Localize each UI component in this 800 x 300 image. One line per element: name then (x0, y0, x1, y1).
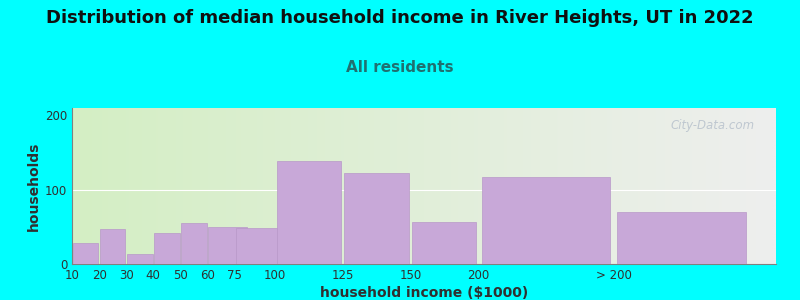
Y-axis label: households: households (26, 141, 41, 231)
Text: Distribution of median household income in River Heights, UT in 2022: Distribution of median household income … (46, 9, 754, 27)
Text: All residents: All residents (346, 60, 454, 75)
X-axis label: household income ($1000): household income ($1000) (320, 286, 528, 300)
Bar (100, 229, 126, 264)
Bar (482, 177, 610, 264)
Bar (181, 223, 206, 264)
Bar (154, 233, 180, 264)
Bar (236, 228, 301, 264)
Bar (208, 227, 247, 264)
Bar (73, 243, 98, 264)
Bar (617, 212, 746, 264)
Bar (277, 161, 341, 264)
Bar (127, 254, 153, 264)
Text: City-Data.com: City-Data.com (670, 119, 755, 132)
Bar (412, 222, 477, 264)
Bar (345, 173, 409, 264)
